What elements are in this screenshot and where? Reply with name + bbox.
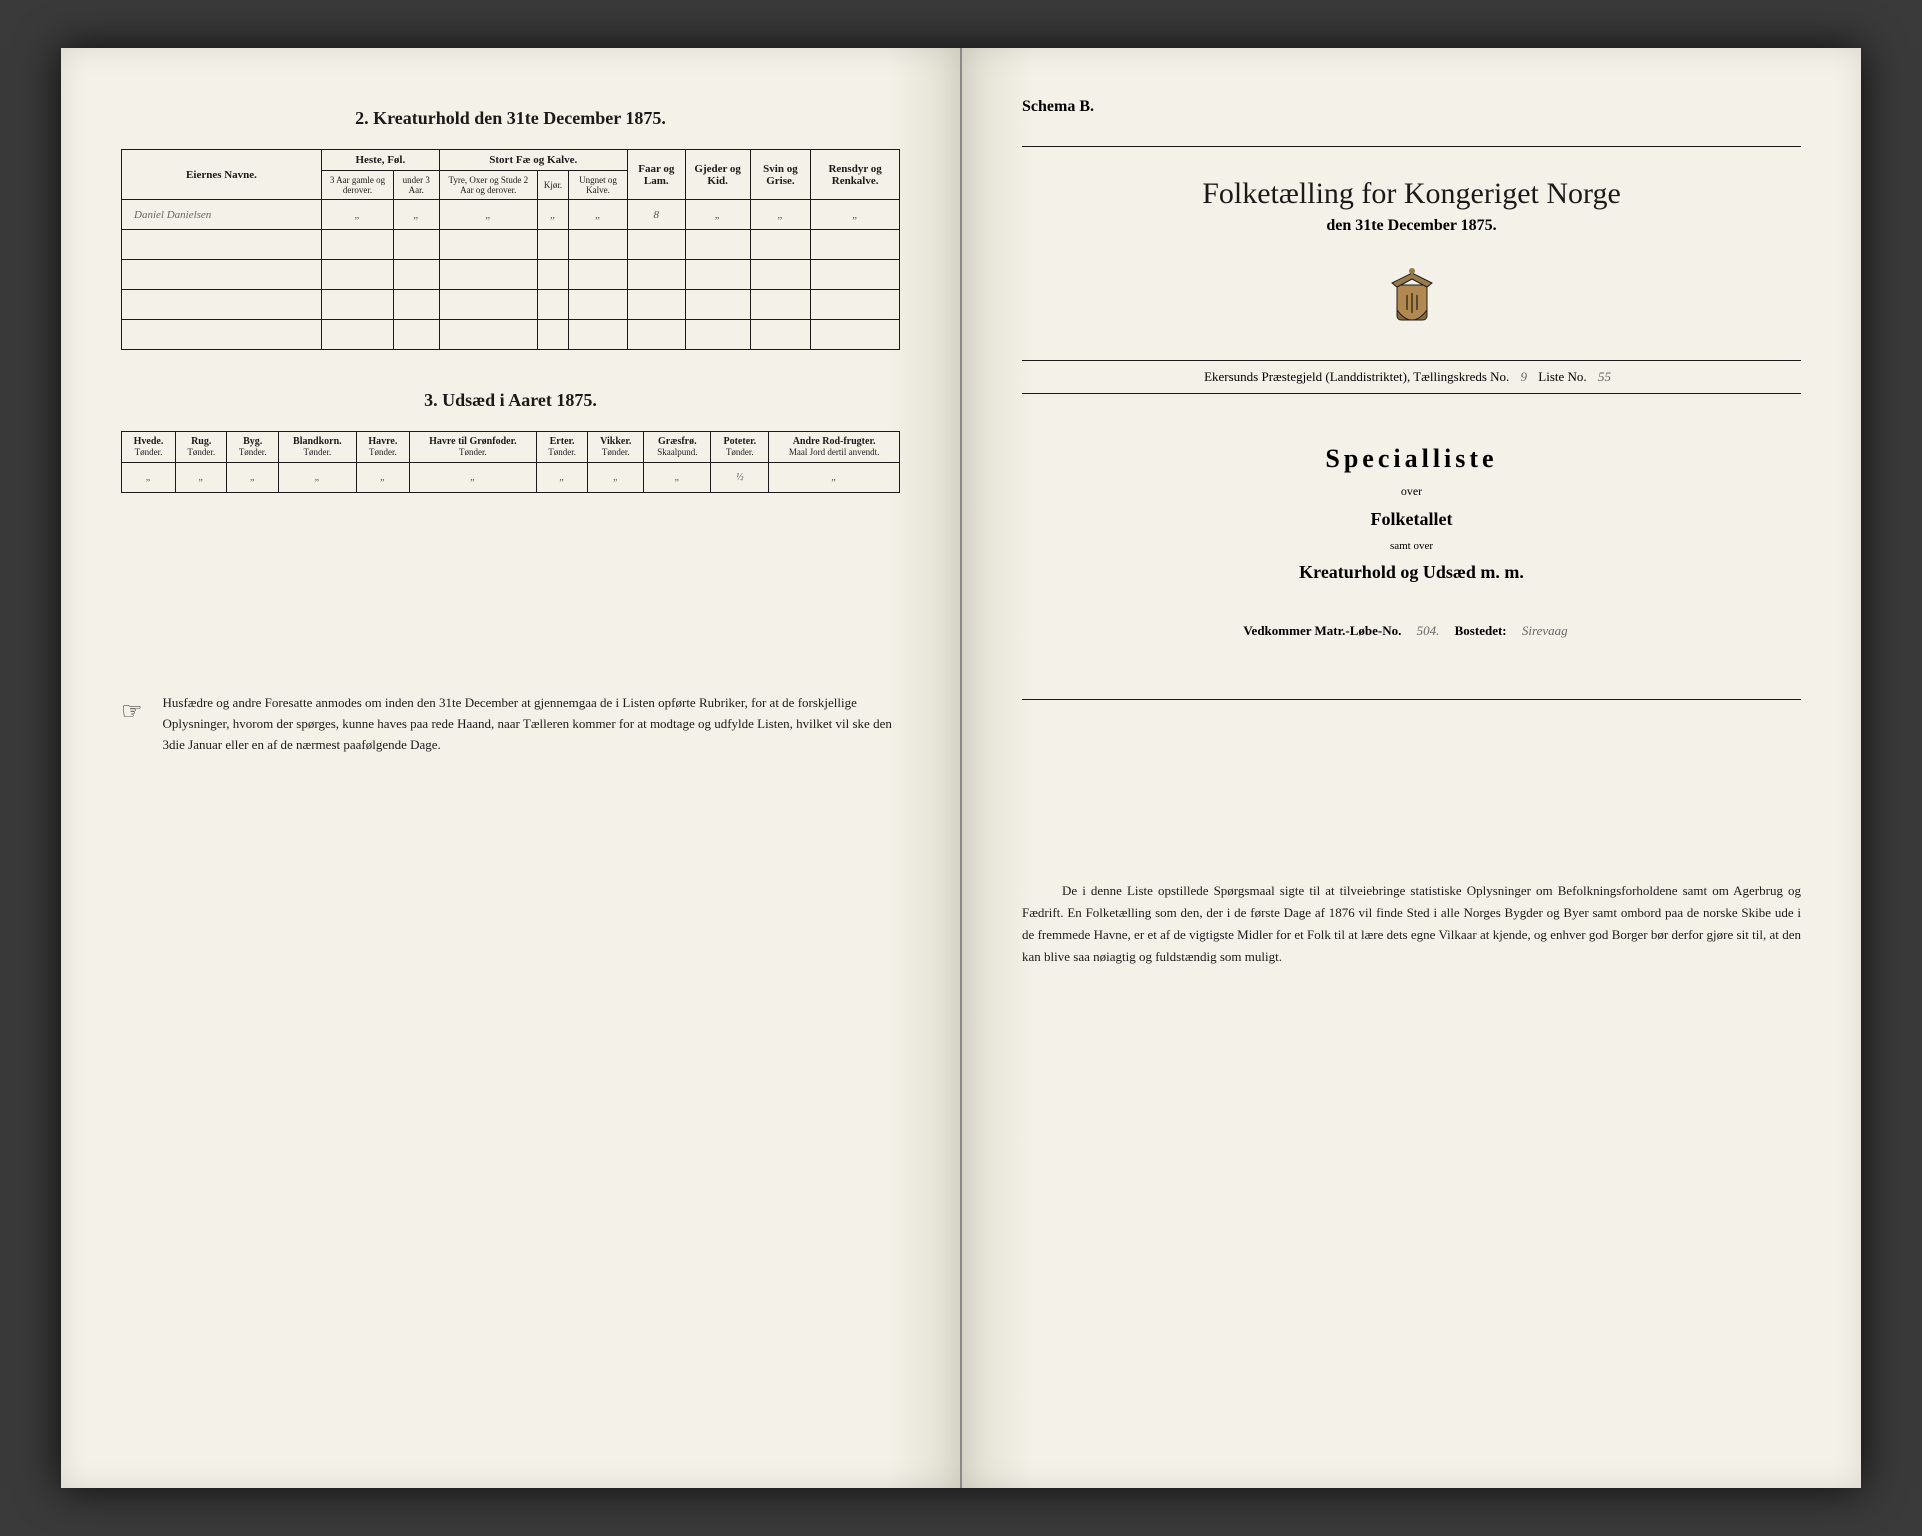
col-rodfrugter: Andre Rod-frugter.Maal Jord dertil anven… [769, 432, 900, 463]
cell-poteter: ½ [711, 463, 769, 493]
col-stort-sub3: Ungnet og Kalve. [569, 171, 628, 200]
bosted-label: Bostedet: [1455, 623, 1507, 638]
over-label: over [1022, 484, 1801, 499]
specialliste-heading: Specialliste [1022, 444, 1801, 474]
kreaturhold-heading: Kreaturhold og Udsæd m. m. [1022, 562, 1801, 583]
col-gjeder: Gjeder og Kid. [685, 150, 750, 200]
cell: „ [750, 200, 811, 230]
right-page: Schema B. Folketælling for Kongeriget No… [962, 48, 1861, 1488]
matr-no: 504. [1405, 623, 1452, 638]
col-poteter: Poteter.Tønder. [711, 432, 769, 463]
col-heste-sub2: under 3 Aar. [393, 171, 439, 200]
col-graesfro: Græsfrø.Skaalpund. [644, 432, 711, 463]
col-stort-sub1: Tyre, Oxer og Stude 2 Aar og derover. [439, 171, 537, 200]
district-prefix: Ekersunds Præstegjeld (Landdistriktet), … [1204, 369, 1509, 384]
district-line: Ekersunds Præstegjeld (Landdistriktet), … [1022, 360, 1801, 394]
cell: „ [769, 463, 900, 493]
col-heste: Heste, Føl. [322, 150, 440, 171]
divider-line [1022, 699, 1801, 700]
bosted-value: Sirevaag [1510, 623, 1580, 638]
col-faar: Faar og Lam. [627, 150, 685, 200]
cell-faar: 8 [627, 200, 685, 230]
table-row [122, 290, 900, 320]
cell: „ [356, 463, 409, 493]
section2-title: 2. Kreaturhold den 31te December 1875. [121, 108, 900, 129]
seed-table: Hvede.Tønder. Rug.Tønder. Byg.Tønder. Bl… [121, 431, 900, 493]
liste-no: 55 [1590, 369, 1619, 384]
bottom-paragraph: De i denne Liste opstillede Spørgsmaal s… [1022, 880, 1801, 968]
cell: „ [439, 200, 537, 230]
col-erter: Erter.Tønder. [536, 432, 587, 463]
cell: „ [536, 463, 587, 493]
col-rensdyr: Rensdyr og Renkalve. [811, 150, 900, 200]
cell: „ [278, 463, 356, 493]
folketallet-heading: Folketallet [1022, 509, 1801, 530]
footer-note: ☞ Husfædre og andre Foresatte anmodes om… [121, 693, 900, 755]
footer-text: Husfædre og andre Foresatte anmodes om i… [163, 693, 900, 755]
kreds-no: 9 [1513, 369, 1536, 384]
col-heste-sub1: 3 Aar gamle og derover. [322, 171, 394, 200]
cell: „ [227, 463, 278, 493]
table-row [122, 230, 900, 260]
coat-of-arms-icon [1022, 265, 1801, 340]
sub-title: den 31te December 1875. [1022, 217, 1801, 235]
matr-label: Vedkommer Matr.-Løbe-No. [1243, 623, 1401, 638]
vedkommer-line: Vedkommer Matr.-Løbe-No. 504. Bostedet: … [1022, 623, 1801, 639]
owner-name: Daniel Danielsen [122, 200, 322, 230]
livestock-table: Eiernes Navne. Heste, Føl. Stort Fæ og K… [121, 149, 900, 350]
cell: „ [393, 200, 439, 230]
pointing-hand-icon: ☞ [121, 693, 143, 755]
table-row: Daniel Danielsen „ „ „ „ „ 8 „ „ „ [122, 200, 900, 230]
col-havre-gron: Havre til Grønfoder.Tønder. [409, 432, 536, 463]
cell: „ [122, 463, 176, 493]
cell: „ [537, 200, 568, 230]
col-stort: Stort Fæ og Kalve. [439, 150, 627, 171]
table-row [122, 320, 900, 350]
cell: „ [322, 200, 394, 230]
cell: „ [685, 200, 750, 230]
book-spread: 2. Kreaturhold den 31te December 1875. E… [61, 48, 1861, 1488]
cell: „ [569, 200, 628, 230]
cell: „ [409, 463, 536, 493]
cell: „ [175, 463, 226, 493]
cell: „ [588, 463, 644, 493]
main-title: Folketælling for Kongeriget Norge [1022, 177, 1801, 211]
samt-label: samt over [1022, 540, 1801, 552]
col-rug: Rug.Tønder. [175, 432, 226, 463]
cell: „ [811, 200, 900, 230]
schema-label: Schema B. [1022, 98, 1801, 116]
col-havre: Havre.Tønder. [356, 432, 409, 463]
col-blandkorn: Blandkorn.Tønder. [278, 432, 356, 463]
col-svin: Svin og Grise. [750, 150, 811, 200]
table-row [122, 260, 900, 290]
col-hvede: Hvede.Tønder. [122, 432, 176, 463]
cell: „ [644, 463, 711, 493]
col-stort-sub2: Kjør. [537, 171, 568, 200]
section3-title: 3. Udsæd i Aaret 1875. [121, 390, 900, 411]
col-byg: Byg.Tønder. [227, 432, 278, 463]
col-vikker: Vikker.Tønder. [588, 432, 644, 463]
left-page: 2. Kreaturhold den 31te December 1875. E… [61, 48, 962, 1488]
divider-line [1022, 146, 1801, 147]
col-name: Eiernes Navne. [122, 150, 322, 200]
liste-label: Liste No. [1538, 369, 1586, 384]
table-row: „ „ „ „ „ „ „ „ „ ½ „ [122, 463, 900, 493]
